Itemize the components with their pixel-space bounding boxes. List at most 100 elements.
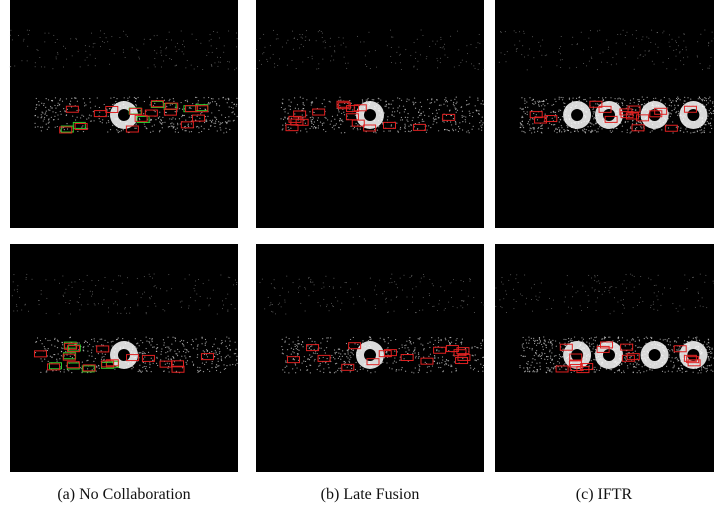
point [639,339,640,340]
point [531,299,532,300]
point [503,298,504,299]
point [179,108,180,109]
point [627,365,628,366]
point [57,54,58,55]
point [264,308,265,309]
point [205,109,206,110]
point [388,343,389,344]
point [236,98,237,99]
point [634,287,635,288]
point [569,99,570,100]
point [63,296,64,297]
point [202,362,203,363]
point [303,46,304,47]
point [618,103,619,104]
point [305,128,306,129]
point [78,302,79,303]
point [569,98,570,99]
point [285,302,286,303]
point [390,340,391,341]
point [404,111,405,112]
point [349,355,350,356]
point [149,274,150,275]
point [457,110,458,111]
point [274,67,275,68]
point [236,284,237,285]
point [281,346,282,347]
point [396,284,397,285]
point [456,112,457,113]
point [698,98,699,99]
point [146,127,147,128]
point [669,42,670,43]
point [338,37,339,38]
point [414,349,415,350]
point [682,372,683,373]
point [293,49,294,50]
point [705,98,706,99]
point [201,126,202,127]
point [367,98,368,99]
point [184,115,185,116]
point [165,364,166,365]
point [374,129,375,130]
point [297,343,298,344]
point [123,129,124,130]
point [155,306,156,307]
point [417,39,418,40]
point [670,361,671,362]
point [423,349,424,350]
point [55,97,56,98]
point [352,352,353,353]
point [677,99,678,100]
point [138,97,139,98]
point [233,120,234,121]
point [549,350,550,351]
point [292,368,293,369]
point [621,372,622,373]
point [667,340,668,341]
point [90,54,91,55]
point [170,104,171,105]
point [445,363,446,364]
point [256,49,257,50]
point [614,297,615,298]
point [359,296,360,297]
point [93,111,94,112]
point [198,279,199,280]
point [536,114,537,115]
point [175,111,176,112]
point [183,54,184,55]
point [309,277,310,278]
point [684,34,685,35]
point [446,100,447,101]
point [104,104,105,105]
point [536,371,537,372]
point [169,371,170,372]
point [123,49,124,50]
point [408,131,409,132]
point [48,348,49,349]
point [556,346,557,347]
point [186,364,187,365]
point [304,287,305,288]
point [520,108,521,109]
point [697,56,698,57]
point [541,132,542,133]
point [591,130,592,131]
point [336,123,337,124]
point [391,300,392,301]
point [591,277,592,278]
point [581,32,582,33]
point [594,280,595,281]
point [481,302,482,303]
point [445,101,446,102]
point [61,114,62,115]
point [391,104,392,105]
point [396,123,397,124]
point [211,367,212,368]
point [388,107,389,108]
point [678,111,679,112]
point [669,34,670,35]
point [474,346,475,347]
